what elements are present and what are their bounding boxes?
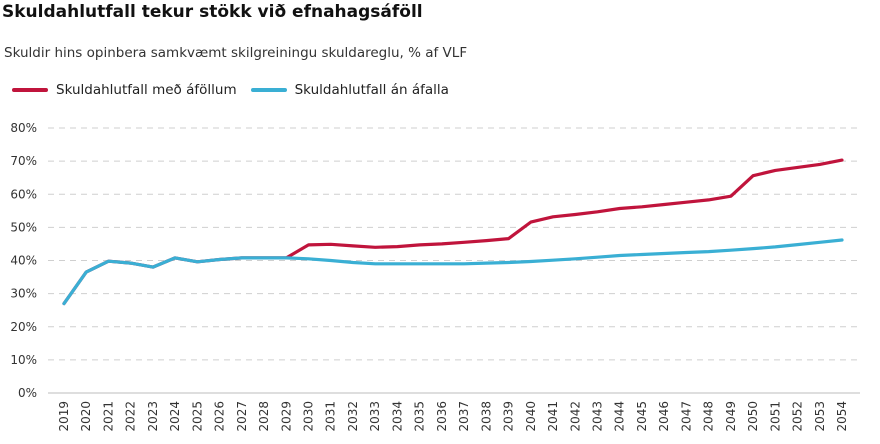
series-line-0 — [62, 158, 844, 306]
x-tick-label: 2022 — [124, 401, 138, 432]
legend-item-series-0: Skuldahlutfall með áföllum — [12, 82, 237, 98]
chart-legend: Skuldahlutfall með áföllum Skuldahlutfal… — [12, 82, 463, 98]
chart-title: Skuldahlutfall tekur stökk við efnahagsá… — [2, 2, 423, 22]
x-tick-label: 2030 — [302, 401, 316, 432]
chart-subtitle: Skuldir hins opinbera samkvæmt skilgrein… — [4, 45, 468, 61]
legend-swatch-series-1 — [250, 88, 287, 92]
x-tick-label: 2046 — [657, 401, 671, 432]
y-tick-label: 80% — [10, 121, 37, 135]
x-tick-label: 2029 — [279, 401, 293, 432]
legend-item-series-1: Skuldahlutfall án áfalla — [250, 82, 449, 98]
x-tick-label: 2040 — [524, 401, 538, 432]
legend-swatch-series-0 — [12, 88, 48, 92]
x-tick-label: 2024 — [168, 401, 182, 432]
y-tick-label: 0% — [18, 386, 37, 400]
y-tick-label: 40% — [10, 254, 37, 268]
x-tick-label: 2036 — [435, 401, 449, 432]
x-tick-label: 2054 — [835, 401, 849, 432]
x-tick-label: 2049 — [724, 401, 738, 432]
x-tick-label: 2042 — [568, 401, 582, 432]
x-tick-label: 2020 — [79, 401, 93, 432]
x-tick-label: 2033 — [368, 401, 382, 432]
x-tick-label: 2044 — [613, 401, 627, 432]
x-tick-label: 2050 — [746, 401, 760, 432]
x-tick-label: 2038 — [479, 401, 493, 432]
x-tick-label: 2026 — [213, 401, 227, 432]
y-tick-label: 50% — [10, 220, 37, 234]
x-tick-label: 2028 — [257, 401, 271, 432]
legend-label-series-0: Skuldahlutfall með áföllum — [56, 82, 237, 98]
x-tick-label: 2023 — [146, 401, 160, 432]
x-tick-label: 2032 — [346, 401, 360, 432]
series-line-1 — [62, 238, 844, 306]
x-tick-label: 2053 — [813, 401, 827, 432]
y-tick-label: 70% — [10, 154, 37, 168]
x-tick-label: 2034 — [390, 401, 404, 432]
x-tick-label: 2021 — [101, 401, 115, 432]
legend-label-series-1: Skuldahlutfall án áfalla — [294, 82, 449, 98]
x-tick-label: 2043 — [590, 401, 604, 432]
x-tick-label: 2031 — [324, 401, 338, 432]
x-tick-label: 2052 — [791, 401, 805, 432]
x-tick-label: 2039 — [502, 401, 516, 432]
x-tick-label: 2037 — [457, 401, 471, 432]
x-tick-label: 2027 — [235, 401, 249, 432]
x-tick-label: 2051 — [768, 401, 782, 432]
y-tick-label: 30% — [10, 287, 37, 301]
x-tick-label: 2048 — [702, 401, 716, 432]
x-tick-label: 2047 — [679, 401, 693, 432]
y-tick-label: 10% — [10, 353, 37, 367]
x-tick-label: 2019 — [57, 401, 71, 432]
x-tick-label: 2025 — [190, 401, 204, 432]
y-tick-label: 20% — [10, 320, 37, 334]
x-tick-label: 2041 — [546, 401, 560, 432]
y-tick-label: 60% — [10, 187, 37, 201]
x-tick-label: 2045 — [635, 401, 649, 432]
x-tick-label: 2035 — [413, 401, 427, 432]
